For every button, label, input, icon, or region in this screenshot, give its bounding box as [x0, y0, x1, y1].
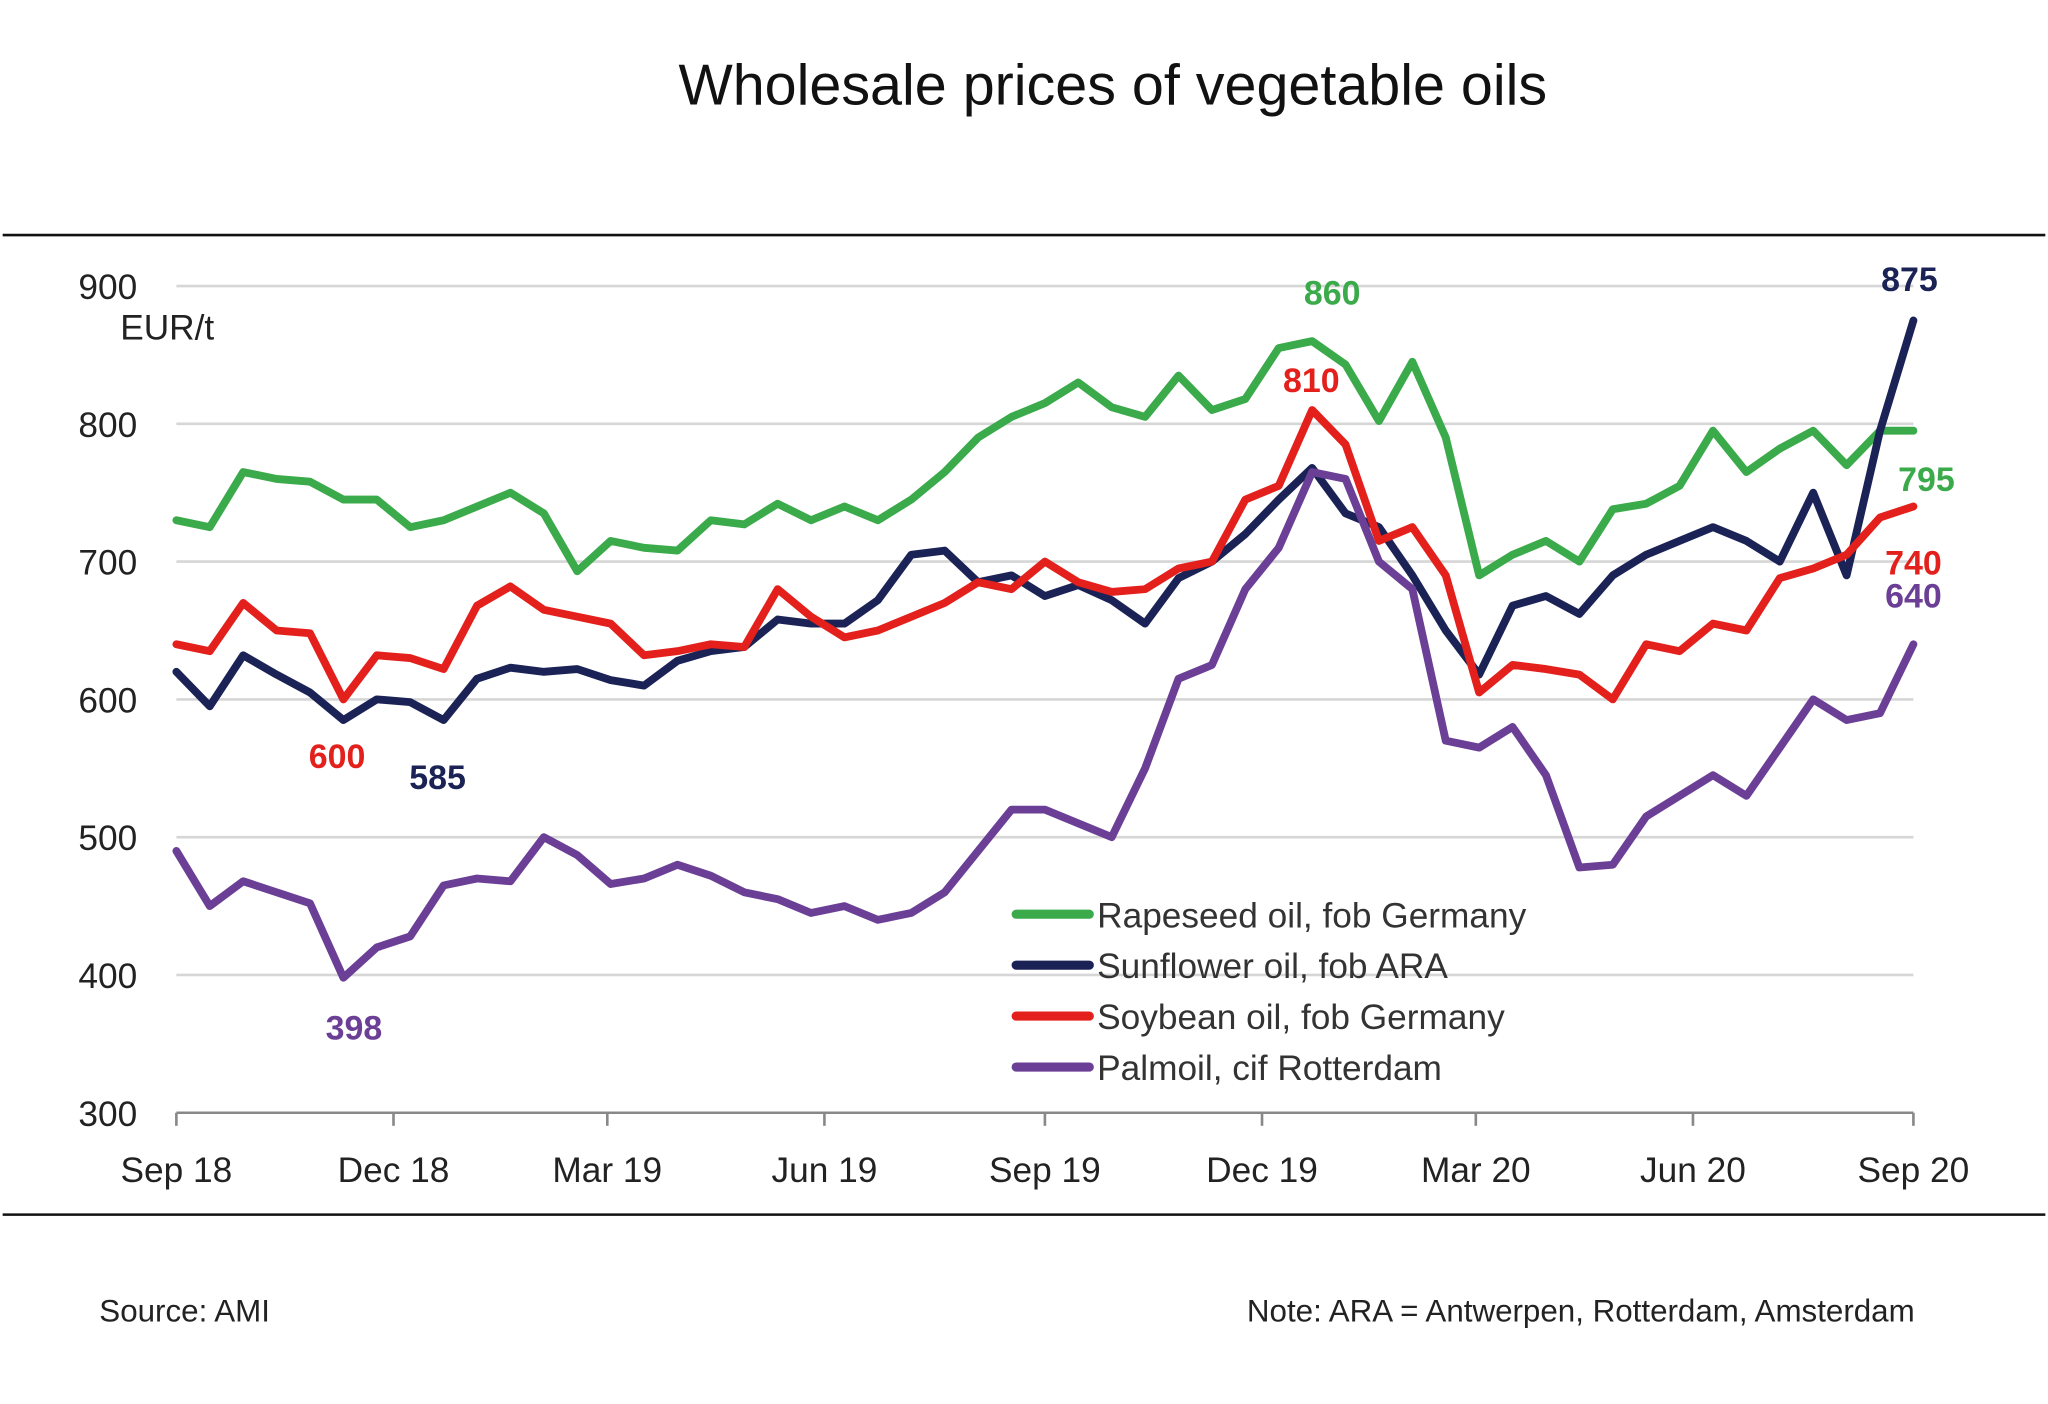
gridlines: [176, 284, 1914, 977]
source-note: Source: AMI: [99, 1294, 270, 1329]
legend-label: Rapeseed oil, fob Germany: [1097, 896, 1526, 935]
y-tick-label: 700: [78, 544, 137, 583]
legend: Rapeseed oil, fob Germany Sunflower oil, …: [1011, 896, 1527, 1088]
x-tick-label: Dec 19: [1206, 1151, 1318, 1190]
legend-label: Palmoil, cif Rotterdam: [1097, 1049, 1442, 1088]
data-label: 795: [1898, 461, 1955, 499]
x-tick-label: Sep 18: [121, 1151, 233, 1190]
x-tick-label: Mar 20: [1421, 1151, 1531, 1190]
x-tick-label: Mar 19: [552, 1151, 662, 1190]
data-label: 600: [309, 738, 366, 776]
x-tick-label: Jun 20: [1640, 1151, 1746, 1190]
series-line-rapeseed-oil: [172, 337, 1918, 580]
chart-title: Wholesale prices of vegetable oils: [678, 53, 1547, 117]
data-label: 860: [1304, 274, 1361, 312]
legend-label: Sunflower oil, fob ARA: [1097, 947, 1448, 986]
y-tick-label: 300: [78, 1095, 137, 1134]
data-label: 810: [1283, 362, 1340, 400]
x-tick-label: Sep 19: [989, 1151, 1101, 1190]
data-label: 398: [326, 1010, 383, 1048]
y-axis: 300 400 500 600 700 800 900: [78, 268, 137, 1134]
data-label: 740: [1885, 545, 1942, 583]
y-tick-label: 800: [78, 406, 137, 445]
y-axis-unit: EUR/t: [120, 309, 214, 348]
series-line-palmoil: [172, 468, 1918, 982]
series-line-sunflower-oil: [172, 316, 1918, 724]
series-line-soybean-oil: [172, 406, 1918, 704]
x-tick-label: Jun 19: [772, 1151, 878, 1190]
abbreviation-note: Note: ARA = Antwerpen, Rotterdam, Amster…: [1247, 1294, 1915, 1329]
x-axis: Sep 18 Dec 18 Mar 19 Jun 19 Sep 19 Dec 19 Mar …: [121, 1111, 1970, 1190]
legend-label: Soybean oil, fob Germany: [1097, 998, 1505, 1037]
y-tick-label: 400: [78, 957, 137, 996]
y-tick-label: 900: [78, 268, 137, 307]
x-tick-label: Dec 18: [338, 1151, 450, 1190]
data-label: 585: [409, 759, 466, 797]
y-tick-label: 500: [78, 819, 137, 858]
data-label: 640: [1885, 577, 1942, 615]
y-tick-label: 600: [78, 681, 137, 720]
x-tick-label: Sep 20: [1858, 1151, 1970, 1190]
series-lines: [172, 316, 1918, 982]
data-label: 875: [1881, 261, 1938, 299]
